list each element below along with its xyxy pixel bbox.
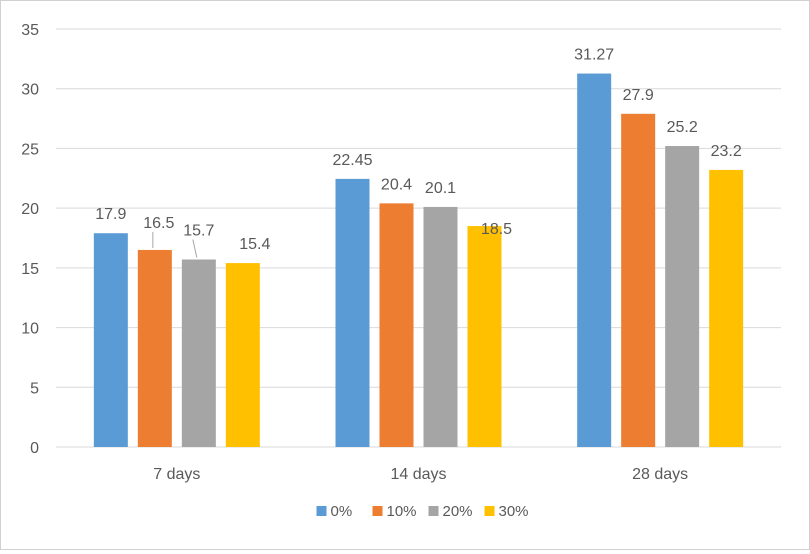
bar [379, 203, 414, 447]
data-label: 15.4 [239, 236, 270, 253]
bar [137, 249, 172, 447]
data-label: 27.9 [623, 87, 654, 104]
data-label: 23.2 [711, 143, 742, 160]
bar [423, 206, 458, 447]
leader-line [192, 239, 198, 258]
gridlines [56, 28, 781, 448]
bar [665, 146, 700, 448]
y-tick-label: 5 [30, 380, 39, 397]
bar [577, 73, 612, 447]
legend-label: 20% [443, 503, 473, 520]
y-tick-label: 15 [21, 261, 39, 278]
data-label: 22.45 [332, 152, 372, 169]
leader-lines [152, 231, 198, 258]
x-category-label: 28 days [632, 466, 688, 483]
data-label: 31.27 [574, 47, 614, 64]
data-label: 17.9 [95, 206, 126, 223]
bars [93, 73, 744, 448]
bar [93, 233, 128, 447]
legend-label: 10% [387, 503, 417, 520]
y-tick-label: 0 [30, 440, 39, 457]
bar [467, 226, 502, 447]
data-label: 25.2 [667, 119, 698, 136]
y-tick-label: 20 [21, 201, 39, 218]
data-labels: 17.9 16.5 15.7 15.4 22.45 20.4 20.1 18.5 31.27 27… [95, 47, 742, 254]
y-tick-label: 35 [21, 22, 39, 39]
data-label: 20.1 [425, 180, 456, 197]
data-label: 20.4 [381, 176, 412, 193]
y-tick-label: 25 [21, 141, 39, 158]
legend: 0% 10% 20% 30% [316, 503, 529, 520]
bar [335, 178, 370, 447]
legend-label: 30% [499, 503, 529, 520]
legend-swatch [316, 506, 327, 516]
legend-swatch [484, 506, 495, 516]
bar [181, 259, 216, 447]
legend-swatch [372, 506, 383, 516]
y-axis-ticks: 0 5 10 15 20 25 30 35 [21, 22, 39, 457]
x-category-label: 14 days [390, 466, 446, 483]
data-label: 16.5 [143, 215, 174, 232]
data-label: 15.7 [183, 222, 214, 239]
legend-swatch [428, 506, 439, 516]
y-tick-label: 30 [21, 82, 39, 99]
x-axis-categories: 7 days 14 days 28 days [153, 466, 688, 483]
x-category-label: 7 days [153, 466, 200, 483]
legend-label: 0% [331, 503, 353, 520]
bar [225, 263, 260, 447]
bar [621, 113, 656, 448]
bar [709, 169, 744, 447]
data-label: 18.5 [481, 221, 512, 238]
y-tick-label: 10 [21, 321, 39, 338]
